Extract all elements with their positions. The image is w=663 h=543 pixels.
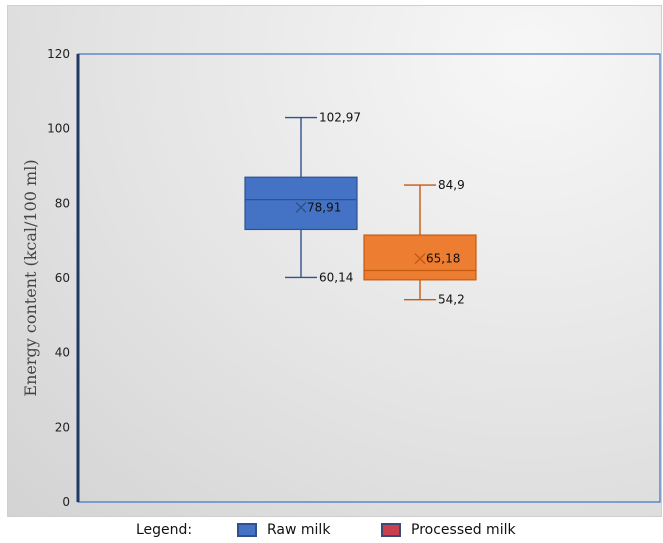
mean-marker	[414, 253, 426, 265]
legend: Legend: Raw milk Processed milk	[0, 520, 663, 543]
max-label: 102,97	[319, 111, 361, 125]
legend-title: Legend:	[136, 522, 193, 538]
min-label: 60,14	[319, 270, 353, 284]
mean-marker	[295, 201, 307, 213]
y-tick-label: 120	[47, 47, 70, 61]
box-raw-milk: 102,97 78,91 60,14	[244, 111, 361, 284]
y-tick-label: 0	[62, 495, 70, 509]
y-tick-label: 80	[55, 196, 70, 210]
iqr-box	[363, 234, 477, 281]
legend-label-processed-milk: Processed milk	[411, 522, 516, 538]
y-tick-label: 40	[55, 346, 70, 360]
legend-label-raw-milk: Raw milk	[267, 522, 331, 538]
max-label: 84,9	[438, 178, 465, 192]
y-tick-label: 20	[55, 420, 70, 434]
y-tick-label: 60	[55, 271, 70, 285]
mean-label: 78,91	[307, 200, 341, 214]
iqr-box	[244, 176, 358, 231]
box-plot-chart: 0 20 40 60 80 100 120 Energy content (kcal/100 …	[21, 47, 661, 509]
box-processed-milk: 84,9 65,18 54,2	[363, 178, 477, 307]
legend-swatch-raw-milk	[237, 523, 257, 537]
y-tick-label: 100	[47, 122, 70, 136]
chart-background	[7, 5, 662, 517]
legend-swatch-processed-milk	[381, 523, 401, 537]
y-axis-title: Energy content (kcal/100 ml)	[21, 159, 40, 396]
min-label: 54,2	[438, 293, 465, 307]
mean-label: 65,18	[426, 252, 460, 266]
